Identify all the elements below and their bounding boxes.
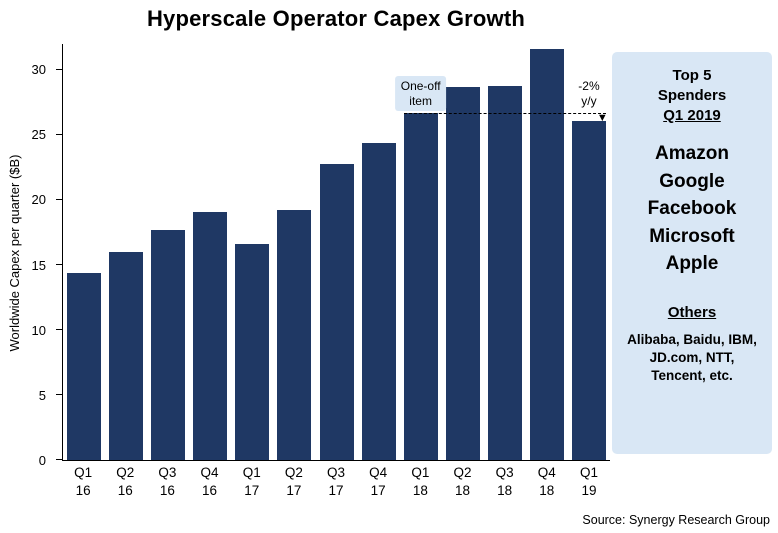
bar-q3-16 xyxy=(151,229,186,460)
bar-slot xyxy=(568,44,610,460)
x-tick-label: Q4 17 xyxy=(369,465,388,499)
bar-slot xyxy=(273,44,315,460)
x-tick-label: Q2 16 xyxy=(116,465,135,499)
top5-item: Apple xyxy=(665,253,719,275)
x-tick-label: Q1 19 xyxy=(579,465,598,499)
bar-slot xyxy=(63,44,105,460)
annotation-one-off: One-off item xyxy=(394,76,447,112)
bar-slot xyxy=(315,44,357,460)
arrow-down-icon: ▼ xyxy=(596,112,608,125)
bar-q2-17 xyxy=(277,210,312,460)
bar-q1-16 xyxy=(67,272,102,460)
bar-slot xyxy=(189,44,231,460)
bar-q4-18 xyxy=(529,49,564,460)
bar-q2-16 xyxy=(109,252,144,460)
x-tick-label: Q3 18 xyxy=(495,465,514,499)
bar-q1-18 xyxy=(403,112,438,460)
bar-q3-17 xyxy=(319,163,354,460)
x-tick-label: Q2 18 xyxy=(453,465,472,499)
bar-q1-17 xyxy=(235,244,270,460)
top-spenders-panel: Top 5 Spenders Q1 2019 Amazon Google Fac… xyxy=(612,52,772,454)
bar-q4-17 xyxy=(361,142,396,460)
x-tick-label: Q1 17 xyxy=(242,465,261,499)
top5-list: Amazon Google Facebook Microsoft Apple xyxy=(648,140,737,278)
x-axis-labels: Q1 16 Q2 16 Q3 16 Q4 16 Q1 17 Q2 17 Q3 17 Q4 17… xyxy=(62,464,610,500)
bar-q4-16 xyxy=(193,211,228,460)
others-heading: Others xyxy=(667,303,717,321)
top5-item: Microsoft xyxy=(649,225,735,247)
x-tick-label: Q4 16 xyxy=(200,465,219,499)
y-tick-label: 0 xyxy=(38,453,46,468)
bar-slot xyxy=(358,44,400,460)
y-tick-mark xyxy=(56,69,62,70)
panel-heading: Top 5 Spenders xyxy=(657,67,727,104)
y-tick-label: 5 xyxy=(38,387,46,403)
y-tick-mark xyxy=(56,199,62,200)
y-tick-label: 30 xyxy=(31,62,46,78)
reference-line xyxy=(403,113,606,115)
y-tick-mark xyxy=(56,394,62,395)
x-tick-label: Q2 17 xyxy=(284,465,303,499)
y-tick-label: 25 xyxy=(31,127,46,143)
bar-slot xyxy=(400,44,442,460)
y-tick-mark xyxy=(56,329,62,330)
x-tick-label: Q1 16 xyxy=(74,465,93,499)
x-tick-label: Q3 16 xyxy=(158,465,177,499)
bar-slot xyxy=(484,44,526,460)
top5-item: Google xyxy=(659,170,725,192)
others-list: Alibaba, Baidu, IBM, JD.com, NTT, Tencen… xyxy=(627,331,757,384)
x-tick-label: Q1 18 xyxy=(411,465,430,499)
bar-slot xyxy=(105,44,147,460)
panel-period: Q1 2019 xyxy=(663,107,721,124)
bar-q2-18 xyxy=(445,86,480,460)
bar-slot xyxy=(526,44,568,460)
x-tick-label: Q3 17 xyxy=(327,465,346,499)
bar-slot xyxy=(231,44,273,460)
y-tick-mark xyxy=(56,459,62,460)
top5-item: Facebook xyxy=(647,198,737,220)
source-credit: Source: Synergy Research Group xyxy=(582,513,770,527)
bar-slot xyxy=(147,44,189,460)
bars-layer xyxy=(63,44,610,460)
y-axis: 0 5 10 15 20 25 30 xyxy=(18,44,58,468)
x-tick-label: Q4 18 xyxy=(537,465,556,499)
bar-slot xyxy=(442,44,484,460)
y-tick-label: 20 xyxy=(31,192,46,208)
y-tick-label: 10 xyxy=(31,322,46,338)
top5-item: Amazon xyxy=(655,143,729,164)
annotation-yoy: -2% y/y xyxy=(578,79,600,108)
y-tick-mark xyxy=(56,134,62,135)
bar-q3-18 xyxy=(487,85,522,460)
bar-q1-19 xyxy=(571,120,606,460)
plot-area: ▼ One-off item -2% y/y xyxy=(56,44,610,461)
y-tick-label: 15 xyxy=(31,257,46,273)
chart-title: Hyperscale Operator Capex Growth xyxy=(146,6,526,31)
y-tick-mark xyxy=(56,264,62,265)
